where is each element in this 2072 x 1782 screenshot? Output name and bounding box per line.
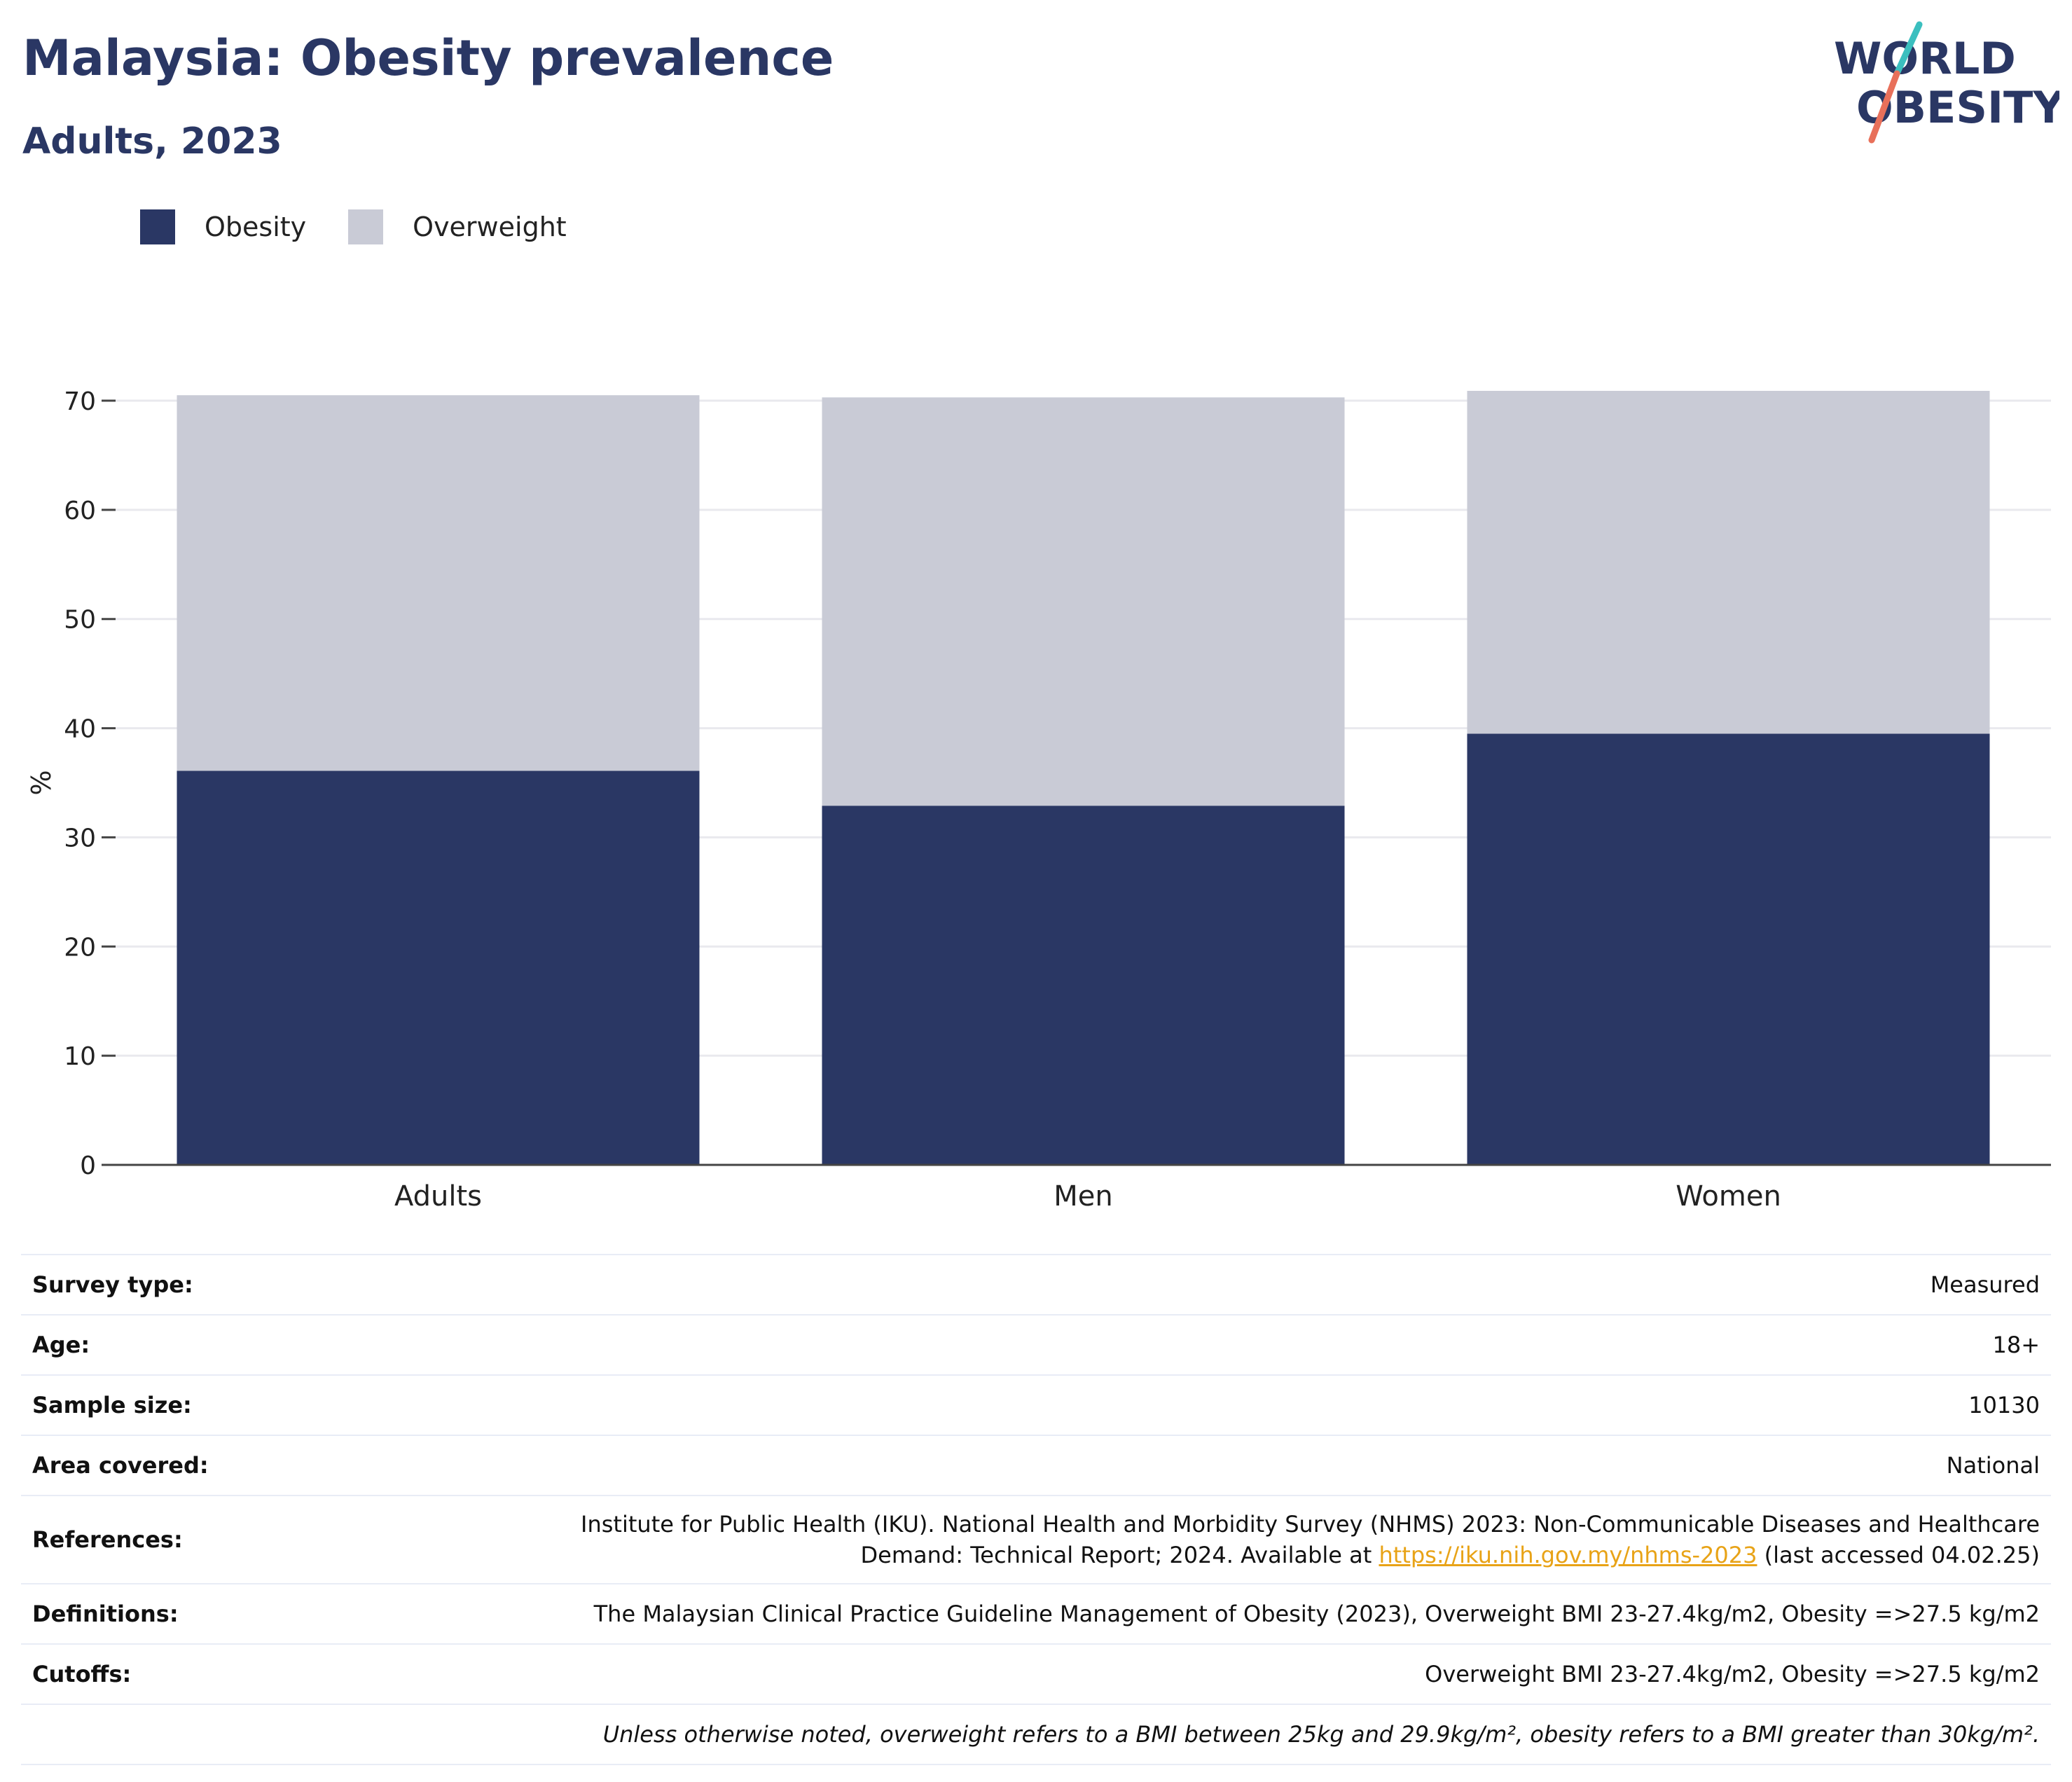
legend-item-overweight[interactable]: Overweight [348,209,567,244]
references-line2-pre: Demand: Technical Report; 2024. Availabl… [860,1542,1379,1568]
chart-title: Malaysia: Obesity prevalence [22,29,834,87]
logo-slash-top [1893,21,1923,77]
y-axis-label: % [26,770,57,795]
y-tick-label-70: 70 [64,387,96,416]
age-value: 18+ [1992,1332,2040,1358]
survey-type-label: Survey type: [32,1271,193,1298]
legend-label-overweight: Overweight [413,212,567,242]
age-label: Age: [32,1332,90,1358]
x-tick-label-adults: Adults [394,1180,482,1213]
references-value: Institute for Public Health (IKU). Natio… [581,1509,2040,1570]
cutoffs-value: Overweight BMI 23-27.4kg/m2, Obesity =>2… [1425,1661,2040,1687]
meta-row-area-covered: Area covered: National [21,1436,2051,1496]
bar-overweight-men [822,397,1345,806]
meta-row-cutoffs: Cutoffs: Overweight BMI 23-27.4kg/m2, Ob… [21,1645,2051,1705]
survey-type-value: Measured [1930,1271,2040,1298]
cutoffs-label: Cutoffs: [32,1661,132,1687]
area-covered-value: National [1946,1452,2040,1479]
y-tick-label-50: 50 [64,606,96,635]
y-tick-label-20: 20 [64,933,96,962]
references-line1: Institute for Public Health (IKU). Natio… [581,1511,2040,1538]
references-line2-post: (last accessed 04.02.25) [1757,1542,2040,1568]
y-tick-label-40: 40 [64,715,96,744]
y-tick-label-60: 60 [64,497,96,525]
bar-obesity-adults [177,771,700,1165]
legend-label-obesity: Obesity [205,212,307,242]
sample-size-label: Sample size: [32,1392,192,1418]
bar-overweight-women [1467,390,1990,734]
definitions-value: The Malaysian Clinical Practice Guidelin… [593,1601,2040,1627]
legend-swatch-obesity [140,209,175,244]
x-tick-label-men: Men [1054,1180,1112,1213]
logo-text-world: WORLD [1834,33,2016,84]
bar-overweight-adults [177,395,700,771]
sample-size-value: 10130 [1968,1392,2040,1418]
x-tick-label-women: Women [1676,1180,1781,1213]
logo-slash-bottom [1868,70,1900,144]
meta-row-definitions: Definitions: The Malaysian Clinical Prac… [21,1584,2051,1645]
meta-row-sample-size: Sample size: 10130 [21,1376,2051,1436]
bar-obesity-men [822,806,1345,1165]
meta-row-references: References: Institute for Public Health … [21,1496,2051,1584]
bar-chart: 0 10 20 30 40 50 60 70% Adults Men Women [26,387,2051,1213]
meta-row-note: Unless otherwise noted, overweight refer… [21,1705,2051,1765]
meta-row-age: Age: 18+ [21,1315,2051,1376]
references-link[interactable]: https://iku.nih.gov.my/nhms-2023 [1379,1542,1757,1568]
legend-item-obesity[interactable]: Obesity [140,209,306,244]
y-tick-label-30: 30 [64,824,96,852]
world-obesity-logo: WORLD OBESITY [1834,21,2059,144]
references-label: References: [32,1526,183,1553]
legend-swatch-overweight [348,209,384,244]
definitions-label: Definitions: [32,1601,179,1627]
bar-obesity-women [1467,733,1990,1165]
chart-subtitle: Adults, 2023 [22,120,282,163]
meta-row-survey-type: Survey type: Measured [21,1255,2051,1315]
y-tick-label-10: 10 [64,1042,96,1071]
area-covered-label: Area covered: [32,1452,209,1479]
survey-details-table: Survey type: Measured Age: 18+ Sample si… [21,1254,2051,1765]
y-tick-label-0: 0 [80,1152,96,1180]
bmi-note: Unless otherwise noted, overweight refer… [602,1721,2040,1748]
legend: Obesity Overweight [140,209,567,245]
